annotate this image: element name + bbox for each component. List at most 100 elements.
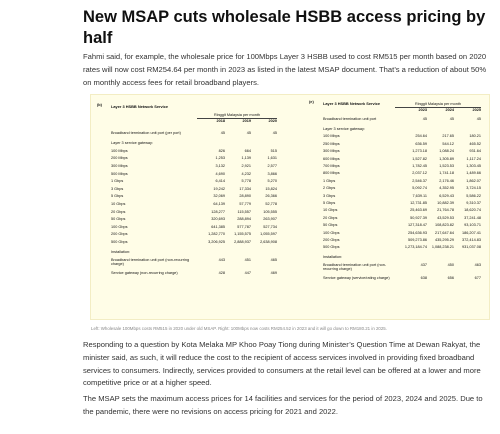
left_table-row-label: Broadband termination unit port (non-rec… xyxy=(111,257,190,266)
left_table-row-label: 3 Gbps xyxy=(111,186,124,191)
right_table-row-label: Broadband termination unit port (non-rec… xyxy=(323,262,387,271)
right_table-row-value: 180.21 xyxy=(469,134,481,139)
right_table-row-value: 10,882.39 xyxy=(437,200,454,205)
left_table-row-value: 3,132 xyxy=(215,163,225,168)
left_table-row-value: 105,555 xyxy=(263,209,277,214)
left_table-row-label: 500 Mbps xyxy=(111,171,128,176)
right_table-row-value: 435,295.29 xyxy=(434,237,454,242)
left_table-year-0: 2018 xyxy=(216,119,225,123)
right_table-row-value: 509,273.86 xyxy=(407,237,427,242)
right_table-year-1: 2024 xyxy=(445,108,454,112)
article-paragraph-3: The MSAP sets the maximum access prices … xyxy=(83,394,483,416)
left_table-year-1: 2019 xyxy=(242,119,251,123)
right_table-row-value: 25,463.69 xyxy=(410,208,427,213)
right_table-row-value: 2,037.12 xyxy=(412,171,427,176)
left_table-row-value: 2,921 xyxy=(241,163,251,168)
left-table-mark: (b) xyxy=(97,102,102,107)
left_table-row-value: 17,334 xyxy=(239,186,251,191)
left_table-row-value: 1,282,770 xyxy=(208,232,225,237)
left_table-section-1: Layer 3 service gateway: xyxy=(111,141,153,146)
right_table-row-value: 1,305.89 xyxy=(439,156,454,161)
right_table-year-0: 2023 xyxy=(418,108,427,112)
left_table-row-label: 200 Mbps xyxy=(111,156,128,161)
left_table-row-value: 28,890 xyxy=(239,194,251,199)
right_table-row-value: 2,546.37 xyxy=(412,178,427,183)
left_table-row-value: 469 xyxy=(270,271,277,276)
left_table-row-value: 5,778 xyxy=(241,179,251,184)
right_table-row-value: 45 xyxy=(476,117,481,121)
left_table-row-label: Broadband termination unit port (per por… xyxy=(111,131,181,135)
right_table-row-value: 9,310.37 xyxy=(466,200,481,205)
right_table-row-label: 2 Gbps xyxy=(323,186,336,191)
right_table-row-value: 465.52 xyxy=(469,141,481,146)
article-paragraph-2: Responding to a question by Kota Melaka … xyxy=(83,340,481,388)
right_table-row-value: 4,352.95 xyxy=(439,186,454,191)
left_table-row-value: 4,690 xyxy=(215,171,225,176)
left_table-row-value: 57,779 xyxy=(239,201,251,206)
right_table-row-label: 5 Gbps xyxy=(323,200,336,205)
right_table-row-label: 600 Mbps xyxy=(323,156,340,161)
right_table-row-label: Broadband termination unit port xyxy=(323,117,377,121)
right_table-row-value: 638 xyxy=(420,275,427,280)
left_table-row-label: 300 Mbps xyxy=(111,163,128,168)
right_table-row-value: 217.65 xyxy=(442,134,454,139)
right_table-row-value: 254,636.93 xyxy=(407,230,427,235)
left_table-row-value: 26,366 xyxy=(265,194,277,199)
left_table-row-label: 10 Gbps xyxy=(111,201,126,206)
left_table-section-15: Installation: xyxy=(111,250,131,254)
left_table-row-value: 1,253 xyxy=(215,156,225,161)
right_table-section-18: Installation: xyxy=(323,255,343,260)
right_table-row-value: 1,862.07 xyxy=(466,178,481,183)
image-caption: Left: Wholesale 100Mbps costs RM515 in 2… xyxy=(91,326,387,331)
left_table-row-value: 4,232 xyxy=(241,171,251,176)
right_table-row-label: 3 Gbps xyxy=(323,193,336,198)
left-table-title: Layer 3 HSBB Network Service xyxy=(111,104,169,109)
left_table-row-value: 3,866 xyxy=(267,171,277,176)
right_table-row-value: 437 xyxy=(420,262,427,267)
left_table-row-value: 19,242 xyxy=(213,186,225,191)
left_table-row-value: 826 xyxy=(218,148,225,153)
right_table-row-value: 1,489.66 xyxy=(466,171,481,176)
left_table-header-rule xyxy=(197,118,277,119)
right_table-row-value: 2,176.46 xyxy=(439,178,454,183)
left_table-row-value: 1,055,597 xyxy=(260,232,277,237)
right_table-row-value: 45 xyxy=(449,117,454,121)
right_table-row-label: 100 Gbps xyxy=(323,230,340,235)
left_table-row-label: 100 Mbps xyxy=(111,148,128,153)
right_table-row-value: 5,092.74 xyxy=(412,186,427,191)
right_table-row-label: 250 Mbps xyxy=(323,141,340,146)
right_table-row-value: 1,741.18 xyxy=(439,171,454,176)
left_table-row-value: 2,577 xyxy=(267,163,277,168)
right_table-row-value: 50,927.39 xyxy=(410,215,427,220)
left_table-row-value: 45 xyxy=(246,131,251,135)
right_table-row-value: 931.64 xyxy=(469,149,481,154)
left_table-row-value: 1,631 xyxy=(267,156,277,161)
left_table-row-value: 515 xyxy=(270,148,277,153)
right_table-row-value: 1,523.53 xyxy=(439,163,454,168)
right_table-row-label: 20 Gbps xyxy=(323,215,338,220)
right_table-row-value: 372,414.83 xyxy=(461,237,481,242)
left_table-row-value: 263,907 xyxy=(263,217,277,222)
left-pricing-table: (b) Layer 3 HSBB Network Service Ringgit… xyxy=(97,102,287,314)
right_table-row-value: 254.64 xyxy=(415,134,427,139)
left_table-row-value: 15,824 xyxy=(265,186,277,191)
right_table-row-value: 636.59 xyxy=(415,141,427,146)
left_table-row-value: 64,139 xyxy=(213,201,225,206)
left_table-row-label: 100 Gbps xyxy=(111,224,128,229)
right_table-row-value: 186,207.41 xyxy=(461,230,481,235)
pricing-tables-image: (b) Layer 3 HSBB Network Service Ringgit… xyxy=(90,94,490,320)
right_table-row-label: 300 Mbps xyxy=(323,149,340,154)
left_table-row-value: 52,778 xyxy=(265,201,277,206)
right_table-row-value: 1,303.45 xyxy=(466,163,481,168)
right_table-row-value: 5,586.22 xyxy=(466,193,481,198)
left_table-row-label: 50 Gbps xyxy=(111,217,126,222)
right_table-row-value: 108,823.82 xyxy=(434,223,454,228)
right_table-row-value: 37,241.48 xyxy=(464,215,481,220)
right_table-row-value: 1,088.24 xyxy=(439,149,454,154)
right_table-row-value: 1,527.82 xyxy=(412,156,427,161)
right_table-row-value: 450 xyxy=(447,262,454,267)
left_table-row-label: 1 Gbps xyxy=(111,179,124,184)
left_table-row-value: 5,270 xyxy=(267,179,277,184)
right_table-row-label: 200 Gbps xyxy=(323,237,340,242)
left_table-year-2: 2020 xyxy=(268,119,277,123)
